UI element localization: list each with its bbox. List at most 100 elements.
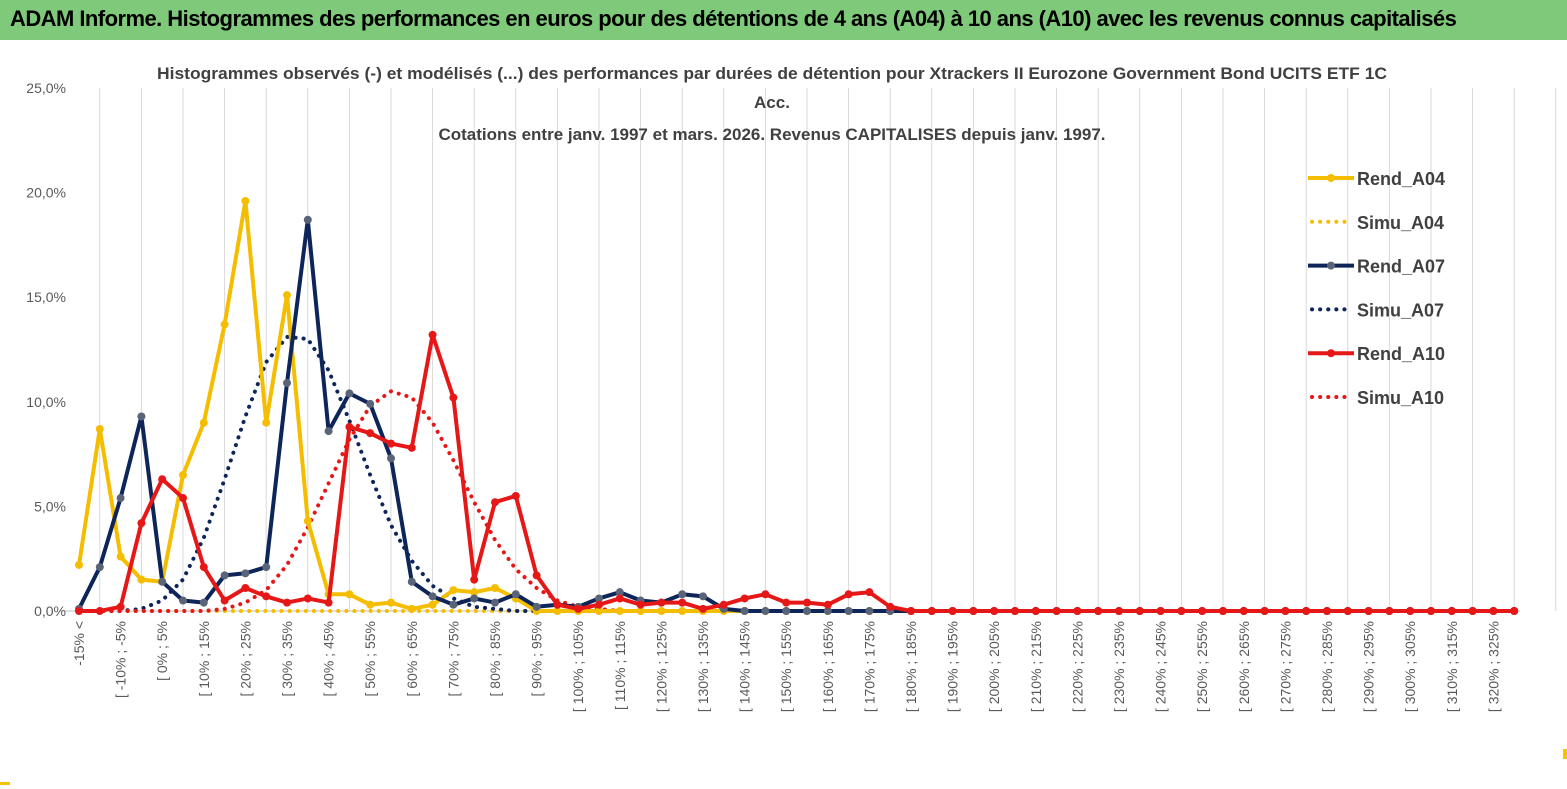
data-point [740,594,749,603]
data-point [761,607,770,615]
x-tick-label: [ 240% ; 245% [1153,621,1169,712]
data-point [470,588,479,597]
data-point [95,607,104,615]
legend-label: Rend_A04 [1357,169,1445,189]
data-point [1447,607,1456,615]
data-point [948,607,957,615]
data-point [283,378,291,387]
series-line [77,217,1515,613]
data-point [199,563,208,572]
data-point [1406,607,1415,615]
data-point [636,600,645,609]
data-point [470,575,479,584]
data-point [1385,607,1394,615]
data-point [1031,607,1040,615]
data-point [1260,607,1269,615]
x-tick-label: [ 150% ; 155% [778,621,794,712]
data-point [241,569,250,578]
x-tick-label: [ 220% ; 225% [1069,621,1085,712]
data-point [158,475,167,484]
data-point [823,607,832,615]
data-point [366,600,375,609]
data-point [511,590,520,599]
data-point [553,607,562,615]
data-point [199,418,208,427]
x-tick-label: [ 170% ; 175% [861,621,877,712]
data-point [158,577,167,586]
x-tick-label: [ 110% ; 115% [612,621,628,710]
data-point [199,598,208,607]
data-point [283,598,291,607]
banner: ADAM Informe. Histogrammes des performan… [0,0,1567,40]
data-point [137,519,146,528]
x-tick-label: [ 130% ; 135% [695,621,711,712]
line-chart: Histogrammes observés (-) et modélisés (… [26,64,1557,712]
legend-item: Simu_A07 [1310,300,1444,320]
y-tick-label: 25,0% [26,80,66,96]
data-point [137,412,146,421]
data-point [823,600,832,609]
data-point [491,598,499,607]
chart-title-line: Acc. [754,93,790,112]
x-tick-label: [ -10% ; -5% [113,621,129,698]
x-tick-label: [ 90% ; 95% [529,621,545,697]
data-point [927,607,936,615]
data-point [761,590,770,599]
x-tick-label: [ 140% ; 145% [737,621,753,712]
legend-label: Simu_A10 [1357,388,1444,408]
data-point [366,429,375,438]
data-point [470,594,479,603]
data-point [387,598,395,607]
data-point [699,604,707,613]
x-tick-label: [ 280% ; 285% [1319,621,1335,712]
data-point [1427,607,1435,615]
data-point [553,600,562,609]
data-point [1177,607,1186,615]
data-point [324,427,333,436]
x-tick-label: [ 20% ; 25% [237,621,253,697]
x-tick-label: [ 210% ; 215% [1028,621,1044,712]
x-tick-label: [ 270% ; 275% [1277,621,1293,712]
data-point [719,600,728,609]
data-point [1094,607,1103,615]
data-point [595,594,603,603]
data-point [345,590,354,599]
data-point [782,598,791,607]
data-point [595,600,603,609]
data-point [387,439,395,448]
y-tick-label: 5,0% [34,498,66,514]
series-line [77,334,1517,613]
legend-label: Rend_A07 [1357,257,1445,277]
data-point [345,389,354,398]
x-tick-label: [ 50% ; 55% [362,621,378,697]
data-point [1239,607,1248,615]
data-point [366,399,375,408]
data-point [241,583,250,592]
data-point [75,560,83,569]
data-point [1115,607,1123,615]
x-tick-label: [ 260% ; 265% [1236,621,1252,712]
data-point [449,393,458,402]
data-point [782,607,791,615]
x-tick-label: [ 80% ; 85% [487,621,503,697]
data-point [969,607,978,615]
x-tick-label: [ 300% ; 305% [1402,621,1418,712]
data-point [657,607,666,615]
data-point [1468,607,1477,615]
series-line [79,332,1515,613]
data-point [1156,607,1165,615]
series-Rend_A04 [75,196,1519,615]
data-point [1198,607,1207,615]
legend-item: Simu_A10 [1310,388,1444,408]
data-point [865,607,874,615]
data-point [116,494,125,503]
data-point [324,598,333,607]
x-tick-label: [ 320% ; 325% [1485,621,1501,712]
x-tick-label: [ 200% ; 205% [986,621,1002,712]
x-tick-label: [ 70% ; 75% [445,621,461,697]
data-point [428,330,437,339]
legend-marker [1327,349,1335,358]
data-point [1323,607,1331,615]
x-tick-label: [ 310% ; 315% [1444,621,1460,712]
data-point [449,586,458,595]
